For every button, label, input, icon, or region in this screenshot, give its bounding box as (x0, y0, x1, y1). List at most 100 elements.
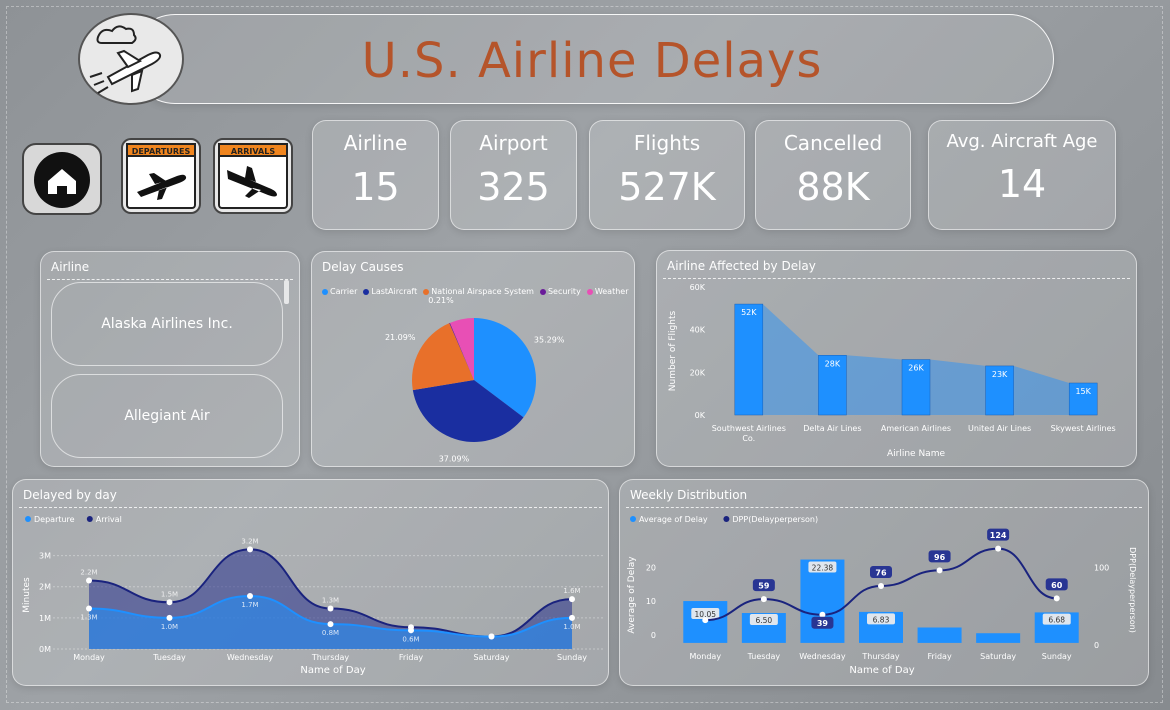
bar-data-label: 23K (992, 370, 1008, 379)
pie-data-label: 21.09% (385, 333, 416, 342)
data-point (936, 567, 943, 574)
y-axis-label: Average of Delay (627, 556, 637, 634)
x-tick-label: Thursday (861, 652, 899, 661)
data-label: 1.7M (241, 601, 258, 609)
x-tick-label: Wednesday (227, 653, 274, 662)
airline-delay-panel: 0K 20K 40K 60K 52K Southwest Airlines Co. 28K De… (656, 250, 1137, 467)
data-point (569, 614, 575, 621)
home-button[interactable] (22, 143, 102, 215)
slicer-item[interactable]: Alaska Airlines Inc. (51, 282, 283, 366)
scrollbar[interactable] (284, 280, 289, 304)
bar (985, 365, 1014, 416)
x-tick-label: Sunday (557, 653, 587, 662)
x-tick-label: Southwest Airlines (712, 424, 786, 433)
data-point (166, 614, 173, 621)
line-label-box (1045, 578, 1068, 591)
data-label: 3.2M (241, 537, 258, 545)
kpi-card-airline: Airline 15 (312, 120, 439, 230)
title-banner: U.S. Airline Delays (130, 14, 1054, 104)
kpi-label: Airport (479, 131, 548, 155)
line-label-box (752, 579, 775, 592)
x-axis-label: Name of Day (300, 665, 365, 676)
arrivals-button[interactable]: ARRIVALS (213, 138, 293, 214)
pie-slice (412, 380, 524, 442)
line-data-label: 60 (1051, 581, 1063, 590)
legend-item: National Airspace System (423, 287, 534, 296)
kpi-label: Flights (633, 131, 701, 155)
y-tick-label: 20K (690, 368, 706, 377)
delay-causes-panel: Delay Causes Carrier LastAircraft National… (311, 251, 635, 467)
pie-slice (449, 322, 474, 380)
pie-slice (450, 318, 474, 380)
divider (47, 279, 293, 280)
data-point (327, 605, 334, 612)
kpi-value: 88K (796, 165, 870, 209)
line-data-label: 76 (875, 568, 887, 577)
slicer-item[interactable]: Allegiant Air (51, 374, 283, 458)
divider (626, 507, 1142, 508)
delayed-by-day-panel: Delayed by day Departure Arrival 0M 1M 2M 3M 2… (12, 479, 609, 686)
y-tick-label: 0 (651, 631, 656, 640)
airline-slicer: Airline Alaska Airlines Inc. Allegiant A… (40, 251, 300, 467)
kpi-label: Airline (343, 131, 408, 155)
line-data-label: 39 (817, 619, 829, 628)
pie-data-label: 35.29% (534, 336, 565, 345)
pie-data-label: 0.21% (428, 296, 454, 305)
data-point (247, 593, 253, 600)
kpi-value: 527K (618, 165, 716, 209)
kpi-value: 15 (351, 165, 400, 209)
legend-label: DPP(Delayperperson) (732, 515, 818, 524)
bar-data-label: 10.05 (695, 610, 717, 619)
y2-tick-label: 0 (1094, 641, 1099, 650)
data-point (1053, 595, 1060, 602)
x-tick-label: Monday (689, 652, 721, 661)
bar (976, 633, 1021, 643)
data-point (995, 545, 1002, 552)
data-point (878, 582, 884, 589)
legend-item: Security (539, 287, 581, 296)
y-tick-label: 60K (690, 283, 706, 292)
bar-label-box (1042, 613, 1071, 625)
x-tick-label: Friday (399, 653, 424, 662)
data-point (819, 611, 826, 618)
departure-plane-icon (137, 173, 187, 200)
data-label: 2.2M (80, 568, 97, 576)
data-point (488, 633, 495, 640)
line-data-label: 96 (934, 553, 946, 562)
x-tick-label: Monday (73, 653, 105, 662)
y2-tick-label: 100 (1094, 563, 1109, 572)
data-point (247, 546, 253, 553)
x-tick-label: United Air Lines (968, 424, 1031, 433)
line-label-box (928, 550, 951, 563)
panel-title: Airline (51, 260, 90, 274)
x-tick-label: Delta Air Lines (803, 424, 861, 433)
data-label: 1.0M (161, 623, 178, 631)
data-label: 1.6M (563, 587, 580, 595)
bar-data-label: 15K (1075, 387, 1091, 396)
data-point (408, 627, 414, 634)
y-axis-label: Minutes (22, 577, 32, 613)
divider (19, 507, 602, 508)
bar-data-label: 28K (825, 359, 841, 368)
panel-title: Delayed by day (23, 488, 117, 502)
line-label-box (811, 616, 834, 629)
data-point (760, 596, 767, 603)
x-tick-label: Sunday (1042, 652, 1072, 661)
bar (917, 627, 962, 643)
home-icon (48, 169, 76, 194)
bar-data-label: 6.83 (873, 615, 890, 624)
data-point (86, 577, 92, 584)
airplane-logo-icon (78, 13, 184, 105)
legend-marker (86, 516, 93, 522)
x-tick-label: Saturday (473, 653, 509, 662)
bar-label-box (867, 613, 895, 625)
bar-data-label: 6.50 (756, 616, 773, 625)
departures-button[interactable]: DEPARTURES (121, 138, 201, 214)
bar-data-label: 52K (741, 308, 757, 317)
bar (818, 355, 847, 416)
data-label: 1.5M (161, 590, 178, 598)
x-axis-label: Name of Day (849, 665, 914, 676)
data-label: 1.3M (322, 597, 339, 605)
x-tick-label: Saturday (980, 652, 1016, 661)
